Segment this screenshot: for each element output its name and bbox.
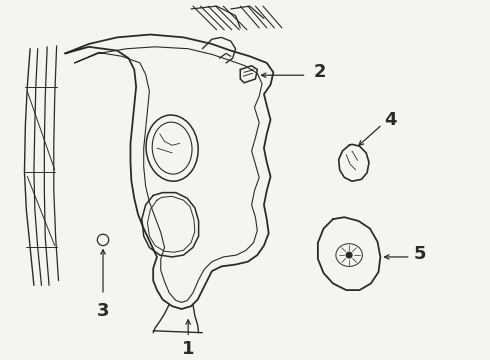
Text: 3: 3 [97, 302, 109, 320]
Text: 1: 1 [182, 340, 195, 358]
Text: 4: 4 [384, 111, 396, 129]
Circle shape [346, 252, 352, 258]
Text: 2: 2 [314, 63, 327, 81]
Text: 5: 5 [414, 245, 426, 263]
